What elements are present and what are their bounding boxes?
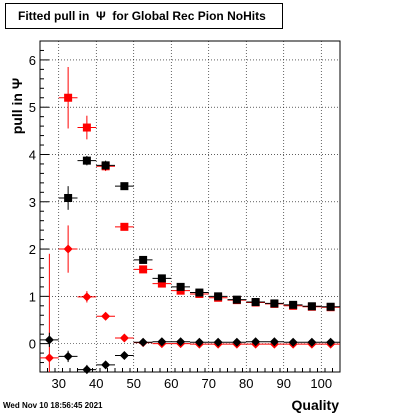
data-point-square: [139, 255, 148, 264]
data-point-square: [82, 123, 91, 132]
data-point-square: [232, 295, 241, 304]
data-point-diamond: [251, 337, 261, 347]
data-point-diamond: [288, 337, 298, 347]
data-point-square: [270, 299, 279, 308]
x-tick-label: 40: [89, 376, 103, 391]
x-tick-label: 30: [52, 376, 66, 391]
grid-lines: [40, 41, 340, 372]
data-point-diamond: [44, 335, 54, 345]
data-point-square: [307, 302, 316, 311]
data-point-square: [82, 156, 91, 165]
data-point-square: [251, 298, 260, 307]
data-point-diamond: [269, 337, 279, 347]
plot-frame: [39, 40, 341, 373]
data-point-square: [157, 279, 166, 288]
data-point-diamond: [119, 350, 129, 360]
data-point-square: [120, 182, 129, 191]
data-point-diamond: [63, 244, 73, 254]
y-tick-label: 0: [29, 337, 36, 352]
title-suffix: for Global Rec Pion NoHits: [112, 9, 266, 23]
chart-title: Fitted pull in Ψ for Global Rec Pion NoH…: [5, 3, 283, 29]
data-point-diamond: [82, 292, 92, 302]
data-point-diamond: [194, 337, 204, 347]
tick-labels: 30 40 50 60 70 80 90 100 0 1 2 3 4 5 6: [29, 53, 332, 391]
y-axis-label: pull in Ψ: [9, 78, 25, 135]
data-point-square: [64, 93, 73, 102]
data-point-diamond: [138, 337, 148, 347]
data-point-square: [157, 274, 166, 283]
x-tick-label: 100: [310, 376, 332, 391]
data-marks: [40, 67, 340, 375]
title-symbol: Ψ: [96, 9, 106, 23]
data-point-diamond: [176, 337, 186, 347]
data-point-diamond: [232, 337, 242, 347]
data-point-square: [195, 288, 204, 297]
timestamp: Wed Nov 10 18:56:45 2021: [3, 401, 103, 410]
data-point-diamond: [101, 360, 111, 370]
data-point-diamond: [326, 337, 336, 347]
data-point-diamond: [63, 351, 73, 361]
x-tick-label: 50: [127, 376, 141, 391]
data-point-square: [64, 193, 73, 202]
data-point-square: [214, 292, 223, 301]
data-point-diamond: [119, 333, 129, 343]
y-axis-label-text: pull in: [9, 93, 25, 134]
y-tick-label: 1: [29, 289, 36, 304]
x-tick-label: 90: [277, 376, 291, 391]
x-axis-label: Quality: [292, 397, 340, 413]
data-point-diamond: [213, 337, 223, 347]
data-point-square: [176, 282, 185, 291]
y-tick-label: 6: [29, 53, 36, 68]
data-point-square: [120, 222, 129, 231]
y-tick-label: 3: [29, 195, 36, 210]
y-tick-label: 2: [29, 242, 36, 257]
data-point-square: [101, 161, 110, 170]
data-point-diamond: [82, 365, 92, 375]
data-point-square: [139, 265, 148, 274]
data-point-square: [289, 300, 298, 309]
data-point-square: [326, 302, 335, 311]
y-tick-label: 5: [29, 100, 36, 115]
data-point-diamond: [307, 337, 317, 347]
data-point-diamond: [157, 337, 167, 347]
y-tick-label: 4: [29, 147, 36, 162]
x-tick-label: 70: [202, 376, 216, 391]
x-tick-label: 60: [164, 376, 178, 391]
axis-ticks: [39, 40, 341, 373]
data-point-diamond: [44, 353, 54, 363]
data-point-diamond: [101, 311, 111, 321]
title-prefix: Fitted pull in: [18, 9, 90, 23]
svg-text:pull inΨ: pull in Ψ: [9, 78, 25, 135]
x-tick-label: 80: [239, 376, 253, 391]
y-axis-label-symbol: Ψ: [9, 78, 25, 89]
